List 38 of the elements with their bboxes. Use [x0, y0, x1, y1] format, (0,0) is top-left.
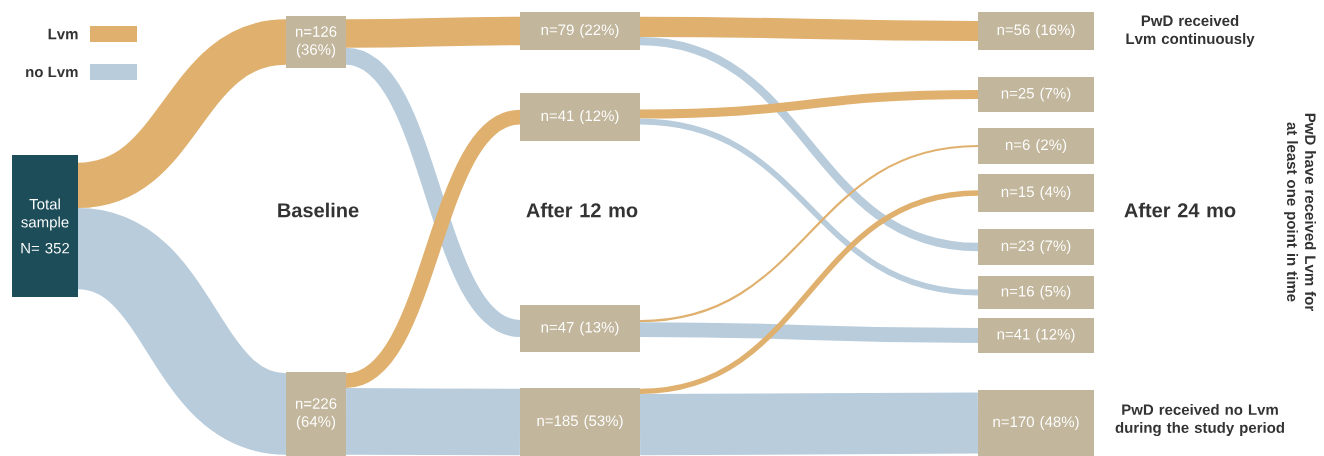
category-label: (13%) — [580, 321, 619, 336]
text: PwD have received Lvm for at least one point in time — [1284, 113, 1316, 311]
data-label: n=41 — [997, 329, 1030, 340]
category-label: (16%) — [1036, 24, 1075, 38]
data-label: n=126 — [295, 26, 337, 37]
data-label: n=56 — [997, 24, 1030, 36]
data-label: N= 352 — [21, 242, 70, 254]
category-label: Total sample — [21, 198, 69, 231]
text: PwD received no Lvm during the study period — [1115, 403, 1285, 437]
data-label: n=79 — [541, 24, 574, 36]
data-label: n=170 — [993, 416, 1034, 428]
category-label: (53%) — [584, 415, 623, 429]
category-label: (12%) — [580, 110, 619, 124]
category-label: (12%) — [1036, 328, 1075, 343]
text: Baseline — [278, 202, 359, 218]
category-label: (2%) — [1036, 139, 1067, 153]
category-label: (7%) — [1040, 240, 1071, 254]
legend-label: no Lvm — [26, 66, 78, 78]
data-label: n=6 — [1005, 139, 1030, 151]
category-label: (7%) — [1040, 87, 1071, 102]
text: PwD received Lvm continuously — [1126, 15, 1255, 47]
text: After 12 mo — [526, 202, 638, 218]
data-label: n=25 — [1001, 87, 1034, 99]
category-label: (4%) — [1040, 186, 1071, 200]
data-label: n=16 — [1001, 285, 1034, 297]
data-label: n=185 — [537, 415, 578, 427]
data-label: n=226 — [295, 398, 337, 409]
data-label: n=15 — [1001, 186, 1034, 198]
data-label: n=47 — [541, 322, 574, 333]
legend-label: Lvm — [48, 28, 78, 40]
category-label: (36%) — [296, 43, 336, 58]
category-label: (22%) — [580, 24, 619, 38]
data-label: n=41 — [541, 110, 574, 121]
category-label: (48%) — [1040, 416, 1079, 430]
category-label: (64%) — [296, 415, 336, 430]
category-label: (5%) — [1040, 285, 1071, 300]
text: After 24 mo — [1124, 202, 1236, 218]
data-label: n=23 — [1001, 240, 1034, 252]
